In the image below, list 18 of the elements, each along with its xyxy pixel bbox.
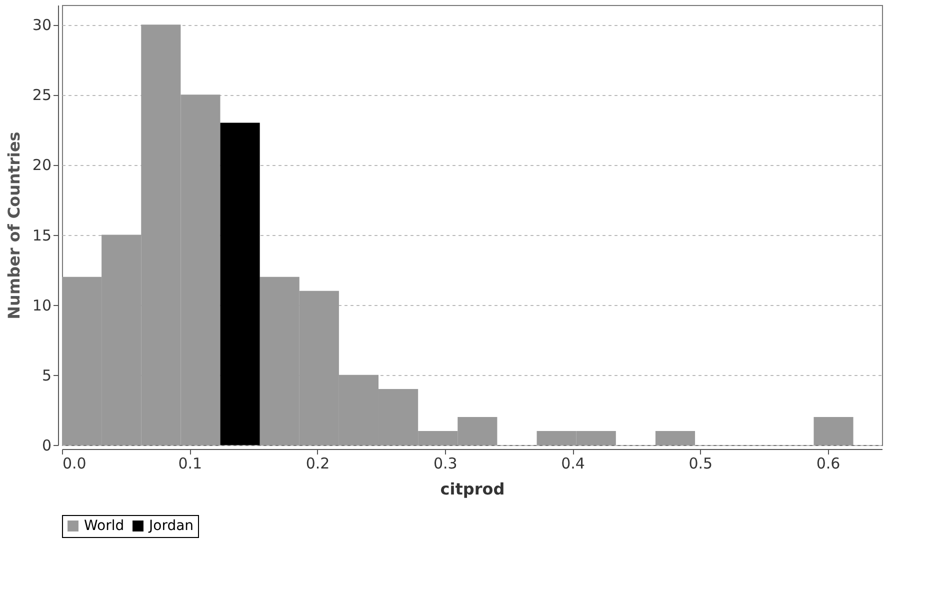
legend-label: World xyxy=(84,518,124,534)
x-tick-label: 0.3 xyxy=(433,454,458,472)
x-tick-label: 0.4 xyxy=(561,454,585,472)
x-tick-label: 0.6 xyxy=(816,454,840,472)
y-tick-label: 15 xyxy=(32,226,52,244)
y-tick-label: 25 xyxy=(32,86,52,104)
y-tick-label: 20 xyxy=(32,156,52,174)
y-tick-label: 0 xyxy=(42,436,52,454)
x-axis-title: citprod xyxy=(440,480,505,498)
x-tick-label: 0.1 xyxy=(178,454,202,472)
x-tick-label: 0.0 xyxy=(62,454,86,472)
x-tick-label: 0.5 xyxy=(688,454,713,472)
y-axis-title: Number of Countries xyxy=(4,132,24,320)
y-tick-label: 30 xyxy=(32,16,52,34)
y-tick-label: 5 xyxy=(42,366,52,384)
x-tick-label: 0.2 xyxy=(306,454,330,472)
y-tick-label: 10 xyxy=(32,296,52,314)
legend-label: Jordan xyxy=(148,518,194,534)
